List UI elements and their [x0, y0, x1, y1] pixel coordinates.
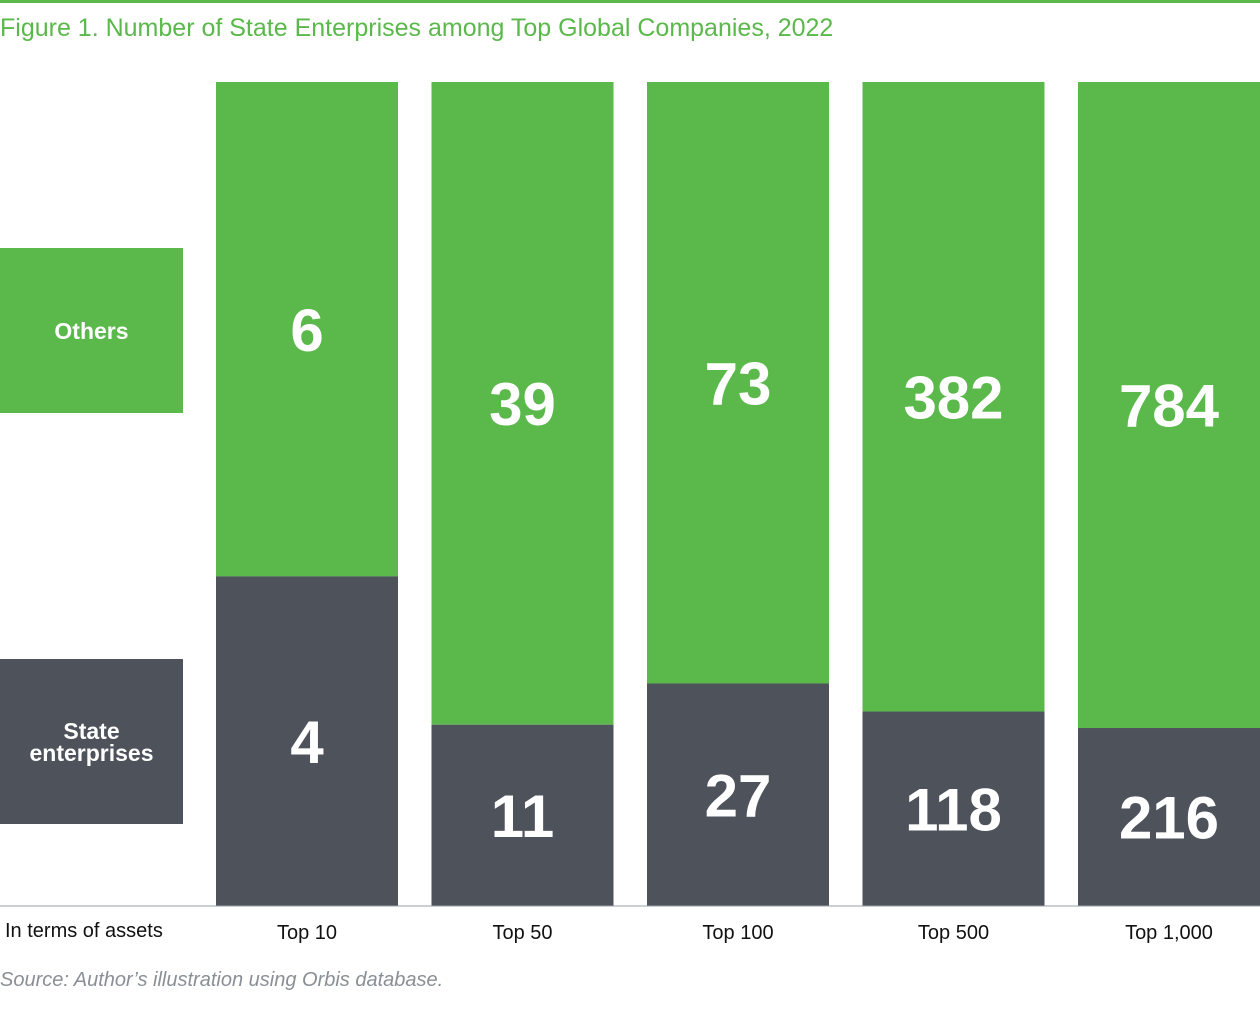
figure-title: Figure 1. Number of State Enterprises am… [0, 14, 834, 42]
legend-others-label: Others [54, 317, 129, 344]
label-state-3: 118 [905, 776, 1002, 843]
top-rule [0, 0, 1260, 3]
bar-others-3 [862, 82, 1045, 712]
label-others-3: 382 [903, 364, 1003, 431]
category-label-0: Top 10 [277, 922, 337, 944]
label-others-2: 73 [705, 350, 772, 417]
label-state-0: 4 [290, 709, 324, 776]
legend-others: Others [0, 248, 183, 413]
label-others-4: 784 [1119, 373, 1220, 440]
label-others-1: 39 [489, 371, 556, 438]
stacked-bar-chart: 6 4 Top 10 39 11 Top 50 73 27 Top 100 382 118 Top 5… [0, 82, 1260, 944]
source-note: Source: Author’s illustration using Orbi… [0, 969, 444, 991]
bar-state-2 [647, 683, 829, 906]
bar-others-1 [431, 82, 614, 725]
bar-state-4 [1078, 728, 1260, 906]
bar-others-0 [216, 82, 398, 577]
label-others-0: 6 [290, 297, 323, 364]
label-state-4: 216 [1119, 785, 1219, 852]
legend-state-enterprises: State enterprises [0, 659, 183, 824]
bar-others-4 [1078, 82, 1260, 729]
category-label-4: Top 1,000 [1125, 922, 1213, 944]
category-label-3: Top 500 [918, 922, 989, 944]
label-state-1: 11 [491, 783, 554, 850]
category-label-2: Top 100 [702, 922, 773, 944]
legend-state-label: State enterprises [29, 717, 154, 766]
axis-caption: In terms of assets [5, 920, 163, 942]
category-label-1: Top 50 [492, 922, 552, 944]
label-state-2: 27 [705, 762, 772, 829]
bar-state-1 [431, 724, 614, 906]
bar-state-3 [862, 711, 1045, 906]
bar-state-0 [216, 576, 398, 906]
bar-others-2 [647, 82, 829, 684]
